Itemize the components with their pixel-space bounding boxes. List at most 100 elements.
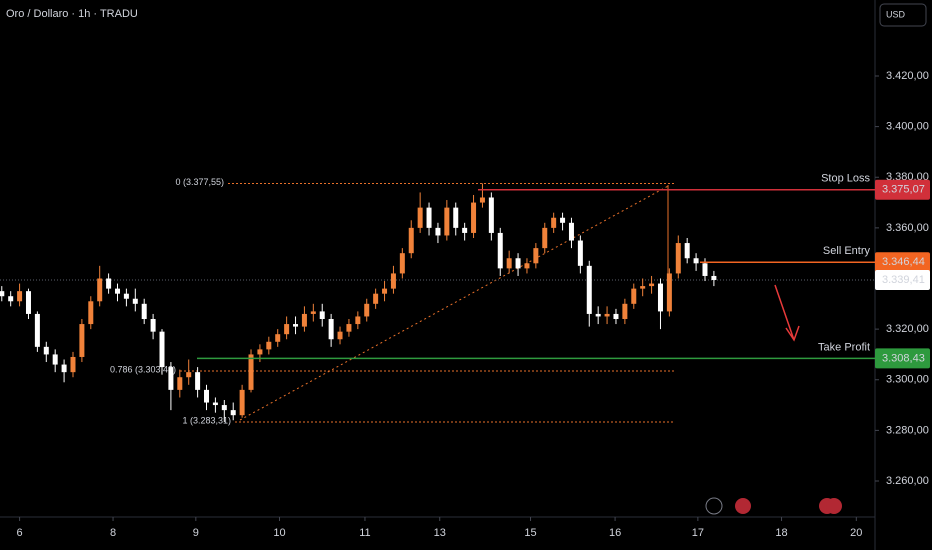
level-price-label: 3.346,44 (882, 256, 925, 268)
candle-body (123, 293, 129, 299)
x-tick-label: 8 (110, 527, 116, 539)
candle-body (79, 324, 85, 357)
candle-body (221, 405, 227, 411)
candle-body (568, 222, 574, 241)
candle-body (364, 303, 370, 317)
x-tick-label: 20 (850, 527, 862, 539)
candle-body (551, 217, 557, 228)
candle-body (373, 293, 379, 304)
candle-body (52, 354, 58, 365)
event-icon[interactable] (826, 498, 842, 514)
candle-body (168, 367, 174, 390)
y-tick-label: 3.300,00 (886, 374, 929, 386)
candle-body (693, 258, 699, 264)
candle-body (106, 278, 112, 289)
candle-body (275, 334, 281, 342)
x-tick-label: 9 (193, 527, 199, 539)
x-tick-label: 13 (434, 527, 446, 539)
candle-body (542, 227, 548, 249)
candle-body (675, 243, 681, 274)
x-tick-label: 15 (524, 527, 536, 539)
candle-body (488, 197, 494, 233)
down-arrow (774, 284, 800, 342)
candle-body (471, 202, 477, 233)
candle-body (337, 331, 343, 340)
candle-body (426, 207, 432, 228)
level-price-box (875, 179, 930, 200)
last-price-label: 3.339,41 (882, 274, 925, 286)
x-tick-label: 17 (692, 527, 704, 539)
candle-body (230, 410, 236, 416)
candle-body (239, 389, 245, 416)
trend-line (239, 184, 671, 421)
candle-body (577, 240, 583, 266)
candle-body (88, 301, 94, 325)
candle-body (132, 298, 138, 304)
candle-body (560, 217, 566, 223)
y-tick-label: 3.420,00 (886, 70, 929, 82)
candle-body (515, 258, 521, 269)
candle-body (604, 313, 610, 317)
event-icon[interactable] (735, 498, 751, 514)
y-tick-label: 3.400,00 (886, 121, 929, 133)
candle-body (435, 227, 441, 236)
candle-body (319, 311, 325, 319)
candle-body (355, 316, 361, 325)
candle-body (444, 207, 450, 236)
currency-button[interactable] (879, 3, 927, 27)
candle-body (159, 331, 165, 368)
x-tick-label: 11 (359, 527, 370, 539)
candle-body (177, 377, 183, 390)
level-name: Stop Loss (821, 173, 870, 185)
candle-body (390, 273, 396, 289)
currency-label[interactable]: USD (886, 9, 906, 19)
x-tick-label: 16 (609, 527, 621, 539)
drawings (239, 184, 842, 515)
candle-body (17, 291, 23, 302)
y-tick-label: 3.320,00 (886, 323, 929, 335)
x-tick-label: 10 (273, 527, 285, 539)
candle-body (657, 283, 663, 312)
candle-body (70, 356, 76, 373)
candle-body (328, 318, 334, 340)
x-tick-label: 6 (17, 527, 23, 539)
candle-body (141, 303, 147, 319)
candle-body (248, 354, 254, 390)
level-name: Sell Entry (823, 245, 871, 257)
x-tick-label: 18 (775, 527, 787, 539)
y-tick-label: 3.260,00 (886, 475, 929, 487)
candle-body (186, 372, 192, 378)
candle-body (631, 288, 637, 304)
candle-body (8, 296, 14, 302)
candle-body (284, 324, 290, 335)
chart-title: Oro / Dollaro · 1h · TRADU (6, 8, 138, 20)
candle-body (301, 313, 307, 327)
candle-body (684, 243, 690, 259)
level-price-label: 3.375,07 (882, 184, 925, 196)
level-price-box (875, 252, 930, 273)
candle-body (462, 227, 468, 233)
candle-body (257, 349, 263, 355)
candle-body (0, 291, 5, 297)
candle-body (711, 275, 717, 280)
candle-body (417, 207, 423, 228)
level-price-label: 3.308,43 (882, 352, 925, 364)
last-price-box (875, 269, 930, 290)
candle-body (533, 248, 539, 264)
candle-body (586, 265, 592, 314)
candle-body (649, 283, 655, 287)
candle-body (479, 197, 485, 203)
level-name: Take Profit (818, 341, 870, 353)
event-icon[interactable] (705, 497, 723, 515)
candle-body (195, 372, 201, 390)
candle-body (97, 278, 103, 302)
candle-body (666, 273, 672, 312)
candle-body (595, 313, 601, 317)
candle-body (408, 227, 414, 254)
candle-body (61, 364, 67, 373)
candle-body (399, 253, 405, 274)
candle-body (293, 324, 299, 327)
y-tick-label: 3.360,00 (886, 222, 929, 234)
